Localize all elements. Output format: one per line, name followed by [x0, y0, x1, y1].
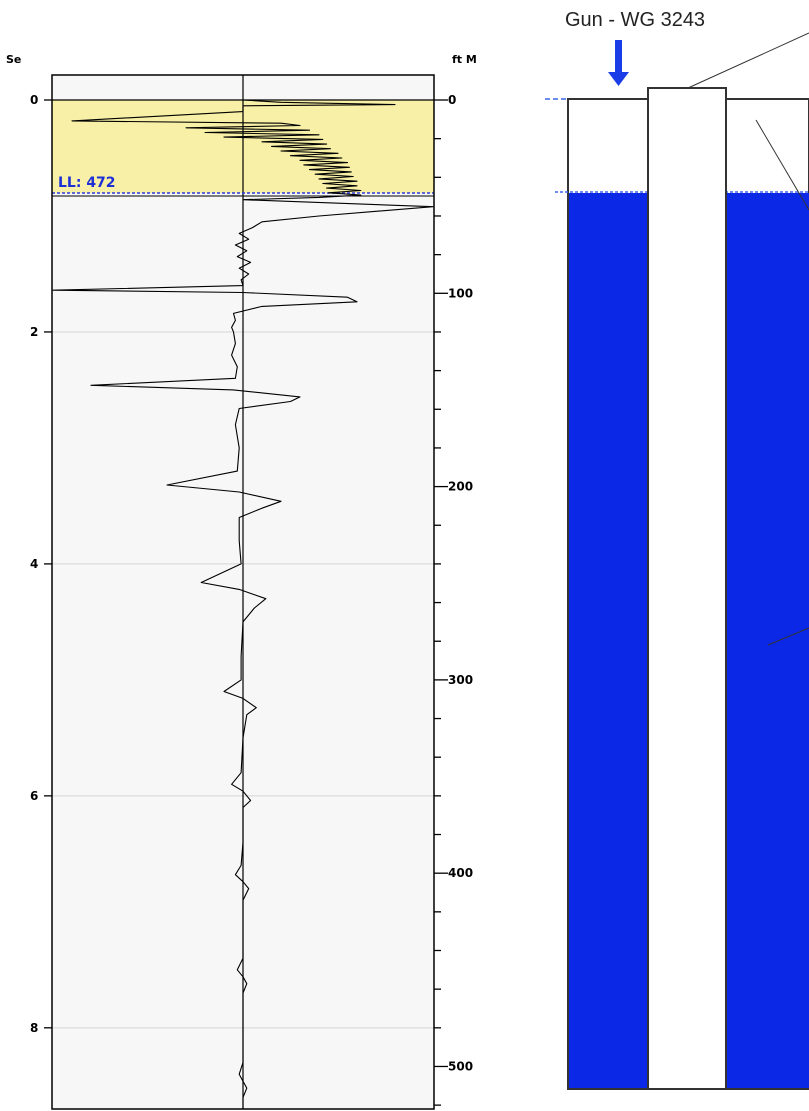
- gun-label: Gun - WG 3243: [565, 9, 705, 31]
- fluid-column-left: [569, 193, 647, 1088]
- left-tick-label: 6: [30, 789, 38, 803]
- down-arrow-icon: [608, 40, 629, 86]
- right-tick-label: 100: [448, 286, 473, 300]
- left-tick-label: 2: [30, 325, 38, 339]
- right-axis-label: ft M: [452, 53, 477, 66]
- fluid-column-right: [727, 193, 809, 1088]
- acoustic-log-chart: LL: 472 Se ft M 0 2 4 6 8 0 100 200 300 400 500: [6, 53, 477, 1110]
- right-tick-label: 400: [448, 866, 473, 880]
- left-axis-ticks: 0 2 4 6 8: [30, 93, 52, 1035]
- left-tick-label: 4: [30, 557, 38, 571]
- plot-frame: [51, 74, 435, 1110]
- left-tick-label: 0: [30, 93, 38, 107]
- well-diagram: Gun - WG 3243: [545, 9, 809, 1090]
- callout-line-tubing: [687, 32, 809, 89]
- callout-line-fluid: [767, 627, 809, 646]
- left-axis-label: Se: [6, 53, 21, 66]
- right-tick-label: 300: [448, 673, 473, 687]
- right-tick-label: 500: [448, 1059, 473, 1073]
- right-axis-ticks: 0 100 200 300 400 500: [434, 93, 473, 1106]
- right-tick-label: 200: [448, 480, 473, 494]
- left-tick-label: 8: [30, 1021, 38, 1035]
- tubing: [647, 87, 727, 1090]
- acoustic-trace: [52, 99, 434, 1109]
- liquid-level-label: LL: 472: [58, 175, 116, 191]
- right-tick-label: 0: [448, 93, 456, 107]
- callout-line-annulus: [755, 119, 809, 211]
